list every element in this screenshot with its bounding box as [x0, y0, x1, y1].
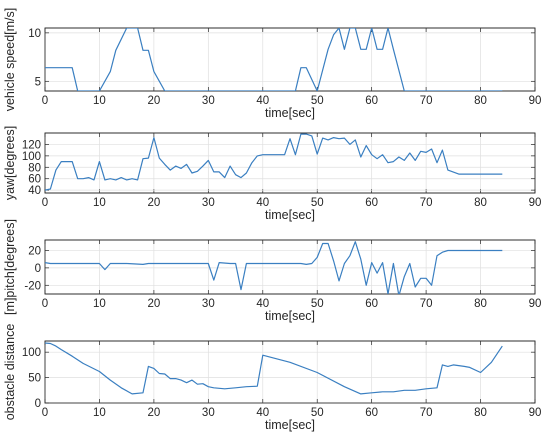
y-tick-label: 0: [35, 398, 41, 410]
y-tick-label: 100: [22, 347, 41, 359]
x-tick-label: 50: [311, 95, 324, 107]
x-tick-label: 50: [311, 407, 324, 419]
x-axis-label: time[sec]: [265, 309, 315, 323]
x-tick-label: 30: [202, 95, 215, 107]
x-tick-label: 40: [256, 95, 269, 107]
axes-frame: [44, 340, 536, 404]
x-tick-label: 10: [93, 407, 106, 419]
x-tick-label: 70: [420, 407, 433, 419]
x-tick-label: 90: [529, 197, 542, 209]
x-tick-label: 60: [365, 197, 378, 209]
x-tick-label: 0: [42, 298, 48, 310]
y-axis-label: vehicle speed[m/s]: [3, 8, 17, 112]
x-tick-label: 20: [147, 407, 160, 419]
x-tick-label: 40: [256, 298, 269, 310]
y-tick-label: 120: [22, 139, 41, 151]
y-tick-label: 100: [22, 151, 41, 163]
x-tick-label: 40: [256, 197, 269, 209]
y-tick-label: 20: [28, 245, 41, 257]
panel-1: 0 10 20 30 40 50 60 70 80 90 5 10 time[sec] vehicle s…: [3, 8, 541, 120]
x-tick-label: 10: [93, 95, 106, 107]
x-axis-label: time[sec]: [265, 106, 315, 120]
y-tick-label: 0: [35, 263, 41, 275]
x-tick-label: 40: [256, 407, 269, 419]
x-tick-label: 70: [420, 298, 433, 310]
y-tick-label: 60: [28, 174, 41, 186]
x-tick-label: 10: [93, 197, 106, 209]
x-axis-label: time[sec]: [265, 418, 315, 432]
y-tick-label: 5: [35, 76, 41, 88]
x-tick-label: 20: [147, 95, 160, 107]
x-tick-label: 50: [311, 197, 324, 209]
x-tick-label: 60: [365, 407, 378, 419]
y-axis-label: [m]pitch[degrees]: [3, 219, 17, 315]
x-tick-label: 0: [42, 95, 48, 107]
x-tick-label: 30: [202, 298, 215, 310]
x-tick-label: 50: [311, 298, 324, 310]
x-tick-label: 80: [474, 95, 487, 107]
x-tick-label: 60: [365, 298, 378, 310]
x-tick-label: 0: [42, 197, 48, 209]
y-tick-label: 80: [28, 162, 41, 174]
y-axis-label: obstacle distance: [3, 324, 17, 421]
x-axis-label: time[sec]: [265, 208, 315, 222]
y-axis-label: yaw[degrees]: [3, 126, 17, 200]
x-tick-label: 10: [93, 298, 106, 310]
x-tick-label: 90: [529, 298, 542, 310]
x-tick-label: 20: [147, 298, 160, 310]
axes-frame: [44, 132, 536, 194]
axes-background: [44, 27, 536, 92]
y-tick-label: 40: [28, 185, 41, 197]
x-tick-label: 80: [474, 407, 487, 419]
x-tick-label: 0: [42, 407, 48, 419]
y-tick-label: 50: [28, 373, 41, 385]
series-line-1: [45, 133, 503, 191]
panel-2: 0 10 20 30 40 50 60 70 80 90406080100120time[sec]…: [3, 126, 541, 222]
x-tick-label: 90: [529, 407, 542, 419]
panel-3: 0 10 20 30 40 50 60 70 80 90-20020time[sec][m]pit…: [3, 219, 541, 323]
x-tick-label: 80: [474, 298, 487, 310]
axes-frame: [44, 239, 536, 295]
x-tick-label: 70: [420, 95, 433, 107]
y-tick-label: 10: [28, 28, 41, 40]
series-line-1: [45, 342, 503, 395]
x-tick-label: 20: [147, 197, 160, 209]
axes-background: [44, 239, 536, 295]
axes-background: [44, 132, 536, 194]
x-tick-label: 30: [202, 407, 215, 419]
series-line-1: [45, 241, 503, 294]
x-tick-label: 60: [365, 95, 378, 107]
panel-4: 0 10 20 30 40 50 60 70 80 90 0 50 100 time[sec] obstac…: [3, 324, 541, 432]
axes-background: [44, 340, 536, 404]
x-tick-label: 70: [420, 197, 433, 209]
x-tick-label: 30: [202, 197, 215, 209]
x-tick-label: 90: [529, 95, 542, 107]
y-tick-label: -20: [24, 280, 41, 292]
x-tick-label: 80: [474, 197, 487, 209]
series-line-1: [45, 28, 503, 91]
